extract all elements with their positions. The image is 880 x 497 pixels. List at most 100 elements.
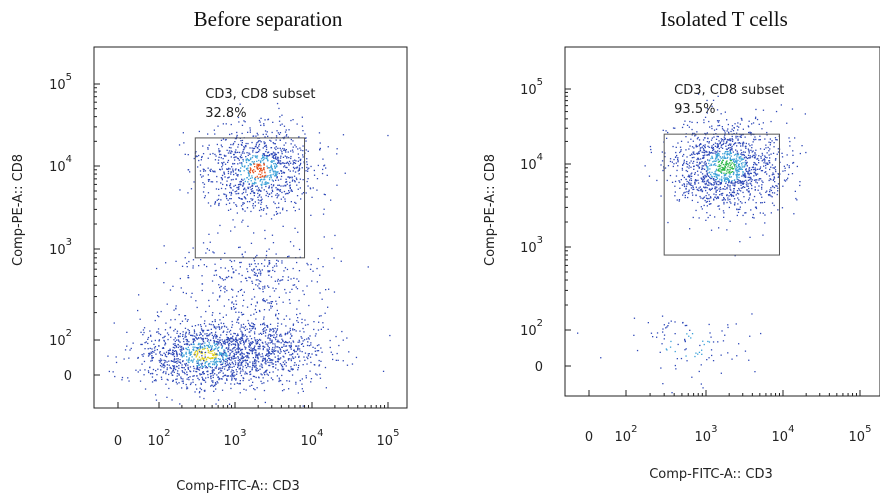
event-dot bbox=[294, 162, 297, 164]
event-dot bbox=[258, 173, 260, 175]
event-dot bbox=[740, 156, 742, 158]
event-dot bbox=[725, 145, 727, 147]
event-dot bbox=[721, 194, 723, 196]
event-dot bbox=[214, 382, 217, 384]
event-dot bbox=[172, 343, 175, 345]
event-dot bbox=[240, 352, 242, 355]
event-dot bbox=[225, 353, 227, 355]
event-dot bbox=[207, 356, 209, 358]
event-dot bbox=[726, 164, 728, 166]
event-dot bbox=[244, 251, 246, 253]
event-dot bbox=[191, 343, 193, 346]
event-dot bbox=[271, 234, 274, 236]
event-dot bbox=[185, 336, 187, 338]
event-dot bbox=[221, 326, 223, 328]
event-dot bbox=[761, 170, 764, 172]
event-dot bbox=[192, 349, 194, 351]
event-dot bbox=[705, 182, 707, 184]
event-dot bbox=[755, 179, 757, 181]
event-dot bbox=[225, 194, 228, 196]
event-dot bbox=[190, 334, 192, 337]
event-dot bbox=[723, 197, 725, 199]
event-dot bbox=[731, 195, 733, 197]
event-dot bbox=[725, 161, 727, 163]
event-dot bbox=[179, 349, 181, 351]
event-dot bbox=[706, 192, 708, 194]
event-dot bbox=[656, 336, 658, 338]
event-dot bbox=[742, 181, 744, 183]
event-dot bbox=[233, 308, 236, 310]
event-dot bbox=[703, 162, 705, 164]
event-dot bbox=[733, 172, 735, 174]
event-dot bbox=[299, 187, 301, 189]
event-dot bbox=[270, 192, 273, 194]
event-dot bbox=[171, 399, 173, 401]
event-dot bbox=[212, 360, 214, 363]
event-dot bbox=[735, 170, 737, 172]
event-dot bbox=[243, 188, 245, 190]
event-dot bbox=[274, 162, 276, 165]
event-dot bbox=[781, 152, 783, 154]
event-dot bbox=[187, 319, 189, 321]
event-dot bbox=[269, 139, 271, 141]
event-dot bbox=[231, 373, 233, 375]
event-dot bbox=[154, 319, 156, 322]
event-dot bbox=[259, 163, 261, 165]
event-dot bbox=[708, 160, 710, 162]
event-dot bbox=[235, 311, 237, 313]
event-dot bbox=[151, 358, 153, 360]
event-dot bbox=[683, 159, 685, 161]
event-dot bbox=[246, 306, 249, 308]
event-dot bbox=[251, 349, 253, 351]
event-dot bbox=[289, 302, 291, 304]
event-dot bbox=[252, 381, 254, 383]
event-dot bbox=[172, 365, 174, 367]
event-dot bbox=[716, 183, 718, 186]
event-dot bbox=[215, 367, 217, 369]
event-dot bbox=[730, 182, 732, 184]
event-dot bbox=[221, 355, 223, 357]
event-dot bbox=[280, 342, 282, 344]
event-dot bbox=[722, 168, 724, 171]
event-dot bbox=[720, 171, 723, 173]
event-dot bbox=[291, 374, 294, 376]
event-dot bbox=[726, 229, 728, 231]
event-dot bbox=[685, 348, 687, 350]
event-dot bbox=[235, 137, 237, 140]
event-dot bbox=[197, 348, 199, 350]
event-dot bbox=[214, 203, 216, 205]
event-dot bbox=[261, 198, 263, 200]
event-dot bbox=[252, 198, 254, 200]
event-dot bbox=[718, 168, 720, 170]
event-dot bbox=[213, 348, 216, 350]
event-dot bbox=[221, 353, 223, 355]
event-dot bbox=[289, 337, 292, 339]
event-dot bbox=[193, 370, 195, 372]
event-dot bbox=[193, 367, 195, 370]
event-dot bbox=[170, 353, 172, 355]
event-dot bbox=[697, 164, 699, 166]
event-dot bbox=[663, 324, 665, 326]
event-dot bbox=[234, 338, 237, 340]
event-dot bbox=[701, 146, 703, 148]
event-dot bbox=[212, 354, 214, 356]
event-dot bbox=[201, 329, 203, 331]
event-dot bbox=[701, 190, 704, 192]
event-dot bbox=[725, 142, 727, 145]
event-dot bbox=[672, 127, 675, 129]
event-dot bbox=[285, 345, 288, 347]
event-dot bbox=[747, 185, 749, 187]
event-dot bbox=[287, 279, 289, 281]
event-dot bbox=[234, 151, 236, 153]
event-dot bbox=[714, 160, 716, 162]
event-dot bbox=[787, 177, 789, 179]
event-dot bbox=[715, 197, 718, 200]
event-dot bbox=[746, 181, 748, 183]
event-dot bbox=[287, 256, 289, 258]
event-dot bbox=[244, 364, 247, 367]
event-dot bbox=[735, 174, 737, 176]
event-dot bbox=[253, 375, 256, 378]
event-dot bbox=[745, 157, 747, 159]
event-dot bbox=[178, 340, 180, 342]
event-dot bbox=[775, 139, 777, 141]
